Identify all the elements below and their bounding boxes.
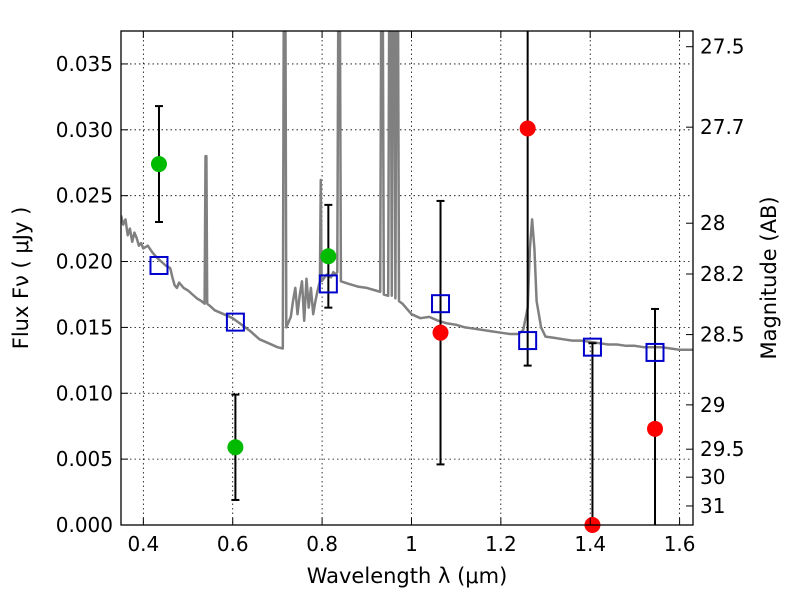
model-photometry-point <box>582 337 602 357</box>
x-tick-label: 1 <box>405 532 418 556</box>
y2-axis-title: Magnitude (AB) <box>757 196 781 359</box>
model-photometry-point <box>149 255 169 275</box>
y2-tick-label: 31 <box>700 494 725 518</box>
y2-tick-label: 28 <box>700 211 725 235</box>
data-point <box>432 324 449 341</box>
y-tick-label: 0.035 <box>56 52 113 76</box>
x-tick-label: 1.6 <box>664 532 696 556</box>
y-tick-label: 0.015 <box>56 315 113 339</box>
model-photometry-point <box>431 294 451 314</box>
y-tick-label: 0.000 <box>56 513 113 537</box>
model-photometry-point <box>518 331 538 351</box>
model-spectrum-line <box>121 31 693 352</box>
y2-tick-label: 27.5 <box>700 35 745 59</box>
x-tick-label: 1.2 <box>485 532 517 556</box>
x-tick-label: 0.6 <box>217 532 249 556</box>
x-axis-title: Wavelength λ (μm) <box>307 564 508 588</box>
model-photometry-point <box>318 274 338 294</box>
model-spectrum <box>121 31 693 352</box>
y2-tick-label: 27.7 <box>700 115 745 139</box>
markers <box>149 31 665 533</box>
x-tick-label: 0.8 <box>306 532 338 556</box>
data-point <box>227 439 244 456</box>
x-tick-label: 1.4 <box>574 532 606 556</box>
data-point <box>519 120 536 137</box>
y2-tick-label: 29 <box>700 393 725 417</box>
y-tick-label: 0.010 <box>56 381 113 405</box>
y-tick-label: 0.005 <box>56 447 113 471</box>
y2-tick-label: 28.2 <box>700 262 745 286</box>
y2-tick-label: 29.5 <box>700 437 745 461</box>
model-photometry-point <box>645 342 665 362</box>
x-tick-label: 0.4 <box>127 532 159 556</box>
plot-background <box>121 31 693 525</box>
model-photometry-point <box>225 312 245 332</box>
data-point <box>647 420 664 437</box>
y2-tick-label: 28.5 <box>700 323 745 347</box>
ticks: 0.4 0.6 0.8 1 1.2 1.4 1.6 0.000 0.005 0.010 0.015 0… <box>56 31 745 556</box>
y-tick-label: 0.020 <box>56 250 113 274</box>
data-point <box>150 156 167 173</box>
data-point <box>320 248 337 265</box>
plot-frame <box>120 30 694 526</box>
y-tick-label: 0.030 <box>56 118 113 142</box>
y2-tick-label: 30 <box>700 465 725 489</box>
y-axis-title: Flux Fν ( μJy ) <box>9 207 33 350</box>
y-tick-label: 0.025 <box>56 184 113 208</box>
